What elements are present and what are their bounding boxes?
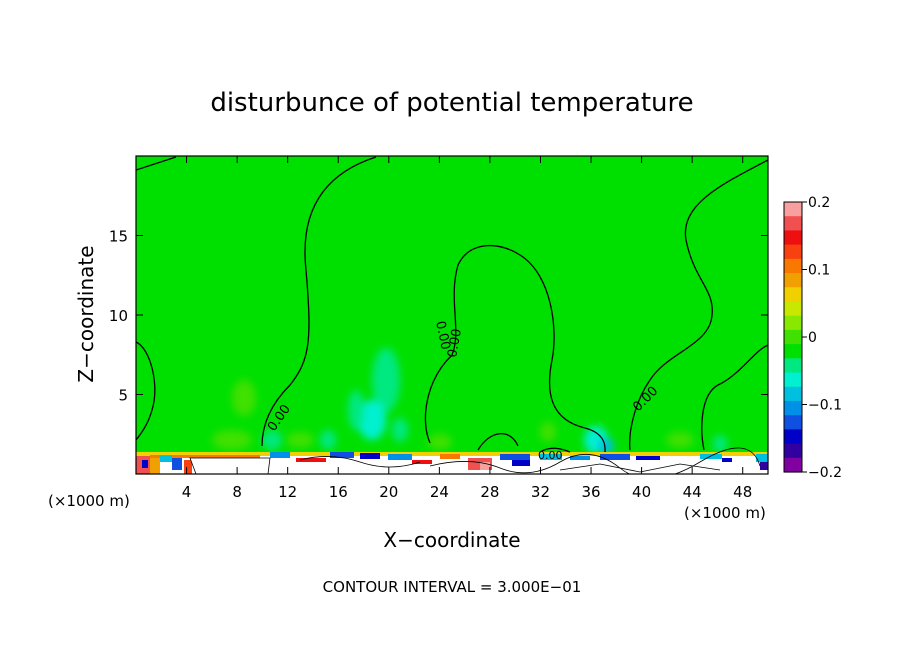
x-tick-label: 48 [733, 483, 752, 501]
x-unit-label-right: (×1000 m) [684, 504, 766, 522]
contour-label: 0.00 [445, 328, 465, 359]
field-background [136, 156, 768, 474]
colorbar-tick-label: 0.1 [808, 263, 830, 279]
colorbar-swatch [784, 258, 802, 274]
x-tick-label: 16 [329, 483, 348, 501]
colorbar-swatch [784, 429, 802, 445]
colorbar-swatch [784, 230, 802, 246]
y-tick-label: 15 [109, 228, 128, 246]
colorbar-swatch [784, 216, 802, 232]
colorbar: 0.2 0.1 0 −0.1 −0.2 [783, 195, 842, 481]
colorbar-swatch [784, 244, 802, 260]
colorbar-swatch [784, 457, 802, 473]
colorbar-swatch [784, 329, 802, 345]
plot-area: 0.00 0.00 0.00 0.00 0.00 [136, 156, 768, 474]
colorbar-swatch [784, 415, 802, 430]
colorbar-swatch [784, 287, 802, 303]
x-tick-label: 44 [683, 483, 702, 501]
colorbar-swatch [784, 386, 802, 402]
contour-label: 0.00 [432, 320, 453, 351]
y-tick-label: 10 [109, 307, 128, 325]
surface-layer [136, 447, 768, 474]
y-axis-label: Z−coordinate [74, 245, 98, 382]
chart-title: disturbunce of potential temperature [210, 88, 693, 118]
colorbar-swatch [784, 358, 802, 374]
colorbar-tick-label: 0.2 [808, 195, 830, 211]
x-tick-label: 8 [232, 483, 242, 501]
colorbar-swatch [784, 202, 802, 217]
colorbar-tick-label: −0.1 [808, 398, 842, 414]
contour-interval-note: CONTOUR INTERVAL = 3.000E−01 [323, 578, 582, 596]
x-tick-label: 40 [632, 483, 651, 501]
colorbar-swatch [784, 400, 802, 416]
positive-patches [212, 380, 694, 450]
x-axis-label: X−coordinate [383, 528, 520, 552]
colorbar-tick-label: 0 [808, 330, 817, 346]
x-axis-ticks: 4 8 12 16 20 24 28 32 36 40 44 48 [182, 156, 752, 501]
colorbar-swatch [784, 372, 802, 388]
x-tick-label: 36 [581, 483, 600, 501]
x-tick-label: 4 [182, 483, 192, 501]
colorbar-swatch [784, 344, 802, 359]
y-tick-label: 5 [118, 387, 128, 405]
x-tick-label: 28 [480, 483, 499, 501]
x-tick-label: 20 [379, 483, 398, 501]
colorbar-swatch [784, 443, 802, 459]
colorbar-swatch [784, 301, 802, 317]
x-tick-label: 32 [531, 483, 550, 501]
x-unit-label: (×1000 m) [48, 492, 130, 510]
colorbar-swatch [784, 315, 802, 331]
contour-lines [136, 156, 768, 453]
x-tick-label: 24 [430, 483, 449, 501]
y-axis-ticks: 5 10 15 [109, 228, 768, 405]
negative-plumes [262, 348, 727, 454]
colorbar-swatch [784, 273, 802, 288]
colorbar-tick-label: −0.2 [808, 465, 842, 481]
contour-label: 0.00 [538, 449, 563, 462]
x-tick-label: 12 [278, 483, 297, 501]
